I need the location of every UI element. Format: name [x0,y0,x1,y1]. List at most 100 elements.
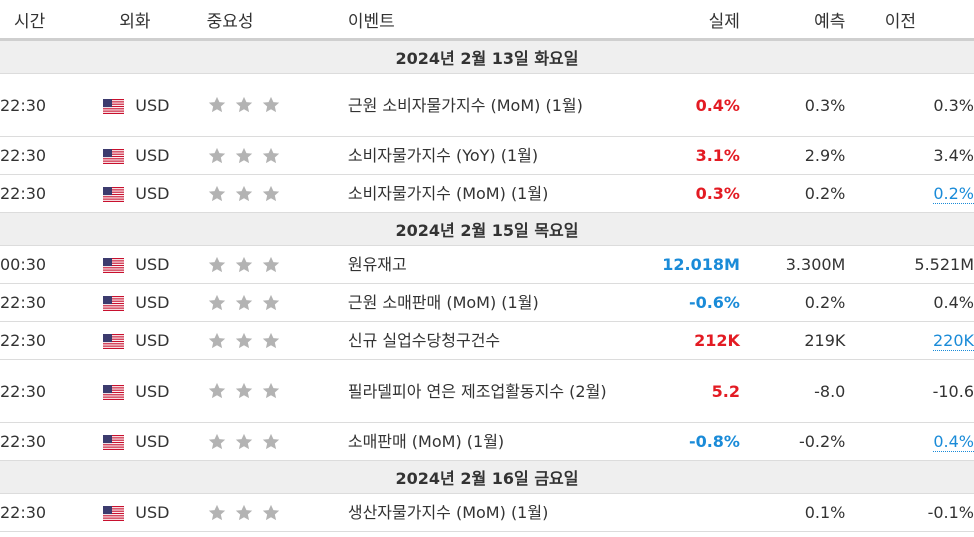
event-previous: 0.3% [845,73,974,137]
event-currency: USD [103,422,207,461]
header-event[interactable]: 이벤트 [347,0,622,41]
event-time: 22:30 [0,321,104,360]
event-forecast: 0.3% [739,73,846,137]
header-time[interactable]: 시간 [0,0,104,41]
header-importance[interactable]: 중요성 [206,0,348,41]
event-previous[interactable]: 0.4% [845,422,974,461]
currency-code: USD [135,503,170,522]
currency-code: USD [135,146,170,165]
star-icon [262,147,279,163]
table-row[interactable]: 22:30 USD 신규 실업수당청구건수 212K 219K 220K [0,321,974,360]
table-row[interactable]: 22:30 USD 근원 소매판매 (MoM) (1월) -0.6% 0.2% … [0,283,974,322]
event-previous[interactable]: 0.2% [845,174,974,213]
previous-value[interactable]: 0.2% [933,184,974,204]
star-icon [208,256,225,272]
event-currency: USD [103,136,207,175]
actual-value: 12.018M [662,255,740,274]
star-icon [235,504,252,520]
event-previous: -0.1% [845,493,974,532]
previous-value[interactable]: 0.4% [933,432,974,452]
actual-value: 0.3% [695,184,740,203]
event-time: 00:30 [0,245,104,284]
event-currency: USD [103,493,207,532]
star-icon [235,383,252,399]
event-forecast: 219K [739,321,846,360]
table-row[interactable]: 22:30 USD 생산자물가지수 (MoM) (1월) 0.1% -0.1% [0,493,974,532]
event-currency: USD [103,283,207,322]
star-icon [208,383,225,399]
previous-value[interactable]: 220K [932,331,974,351]
event-forecast: 0.1% [739,493,846,532]
event-name-link[interactable]: 생산자물가지수 (MoM) (1월) [347,493,622,532]
actual-value: -0.8% [688,432,740,451]
event-actual: 3.1% [621,136,740,175]
event-forecast: -8.0 [739,359,846,423]
previous-value: 3.4% [933,146,974,165]
event-time: 22:30 [0,73,104,137]
us-flag-icon [103,506,125,521]
star-icon [235,147,252,163]
header-previous[interactable]: 이전 [845,0,974,41]
us-flag-icon [103,334,125,349]
table-row[interactable]: 22:30 USD 소매판매 (MoM) (1월) -0.8% -0.2% 0.… [0,422,974,461]
event-name-link[interactable]: 신규 실업수당청구건수 [347,321,622,360]
table-row[interactable]: 22:30 USD 소비자물가지수 (YoY) (1월) 3.1% 2.9% 3… [0,136,974,175]
event-actual: -0.8% [621,422,740,461]
date-label: 2024년 2월 16일 금요일 [0,460,974,494]
table-row[interactable]: 22:30 USD 소비자물가지수 (MoM) (1월) 0.3% 0.2% 0… [0,174,974,213]
event-currency: USD [103,321,207,360]
date-label: 2024년 2월 15일 목요일 [0,212,974,246]
event-time: 22:30 [0,136,104,175]
event-time: 22:30 [0,174,104,213]
event-name-link[interactable]: 소비자물가지수 (MoM) (1월) [347,174,622,213]
star-icon [208,147,225,163]
header-actual[interactable]: 실제 [621,0,740,41]
importance-stars [206,136,348,175]
currency-code: USD [135,293,170,312]
event-name-link[interactable]: 원유재고 [347,245,622,284]
star-icon [262,383,279,399]
event-actual: 0.4% [621,73,740,137]
previous-value: 5.521M [914,255,974,274]
event-actual: 212K [621,321,740,360]
star-icon [262,504,279,520]
date-group-row: 2024년 2월 13일 화요일 [0,39,974,74]
event-name-link[interactable]: 필라델피아 연은 제조업활동지수 (2월) [347,359,622,423]
star-icon [262,185,279,201]
event-previous[interactable]: 220K [845,321,974,360]
currency-code: USD [135,184,170,203]
event-actual: 12.018M [621,245,740,284]
table-row[interactable]: 00:30 USD 원유재고 12.018M 3.300M 5.521M [0,245,974,284]
star-icon [262,97,279,113]
previous-value: -10.6 [932,381,974,401]
event-time: 22:30 [0,422,104,461]
event-forecast: 0.2% [739,283,846,322]
event-name-link[interactable]: 근원 소비자물가지수 (MoM) (1월) [347,73,622,137]
importance-stars [206,245,348,284]
event-name-link[interactable]: 소비자물가지수 (YoY) (1월) [347,136,622,175]
star-icon [262,256,279,272]
date-group-row: 2024년 2월 16일 금요일 [0,460,974,494]
table-row[interactable]: 22:30 USD 근원 소비자물가지수 (MoM) (1월) 0.4% 0.3… [0,73,974,137]
us-flag-icon [103,384,125,400]
star-icon [235,433,252,449]
us-flag-icon [103,435,125,450]
table-row[interactable]: 22:30 USD 필라델피아 연은 제조업활동지수 (2월) 5.2 -8.0… [0,359,974,423]
event-time: 22:30 [0,493,104,532]
us-flag-icon [103,149,125,164]
header-currency[interactable]: 외화 [103,0,207,41]
currency-code: USD [135,381,170,401]
previous-value: 0.3% [933,95,974,115]
date-label: 2024년 2월 13일 화요일 [0,39,974,74]
event-actual: -0.6% [621,283,740,322]
importance-stars [206,359,348,423]
header-forecast[interactable]: 예측 [739,0,846,41]
star-icon [208,332,225,348]
us-flag-icon [103,258,125,273]
event-name-link[interactable]: 소매판매 (MoM) (1월) [347,422,622,461]
actual-value: 5.2 [711,381,740,401]
currency-code: USD [135,432,170,451]
event-name-link[interactable]: 근원 소매판매 (MoM) (1월) [347,283,622,322]
event-actual: 0.3% [621,174,740,213]
star-icon [262,332,279,348]
